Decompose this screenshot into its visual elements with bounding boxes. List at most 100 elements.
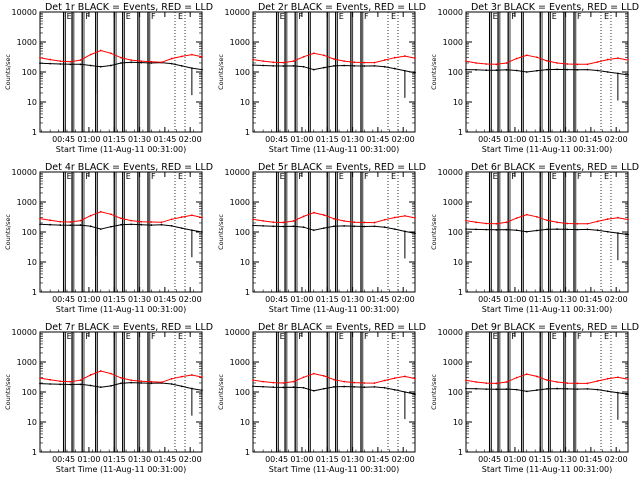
data-point [69, 224, 72, 227]
data-point [170, 57, 173, 60]
data-point [322, 54, 325, 57]
data-point [403, 214, 406, 217]
data-point [586, 228, 589, 231]
data-point [475, 221, 478, 224]
data-point [59, 224, 62, 226]
series-line [39, 370, 203, 383]
data-point [485, 382, 488, 385]
y-tick-label: 100 [235, 228, 250, 237]
series-line [465, 373, 629, 384]
x-tick-label: 01:45 [579, 295, 602, 304]
data-point [383, 386, 386, 389]
data-point [576, 68, 579, 71]
data-point [292, 380, 295, 383]
data-point [353, 64, 356, 67]
data-point [495, 228, 498, 231]
data-point [180, 216, 183, 218]
data-point [505, 68, 508, 71]
data-point [140, 223, 143, 226]
data-point [505, 228, 508, 231]
chart-panel: Det 7r BLACK = Events, RED = LLD 1 10 100 10… [4, 322, 213, 474]
data-point [535, 69, 538, 72]
data-point [99, 65, 102, 68]
x-tick-label: 01:45 [153, 455, 176, 464]
x-tick-label: 01:15 [529, 455, 552, 464]
data-point [89, 53, 92, 56]
data-point [302, 65, 305, 68]
y-tick-label: 1 [245, 128, 250, 137]
data-point [363, 386, 366, 389]
data-point [475, 68, 478, 71]
data-point [596, 220, 599, 223]
data-point [180, 64, 183, 67]
y-tick-label: 10000 [12, 8, 37, 17]
data-point [363, 221, 366, 224]
data-point [586, 382, 589, 385]
data-point [130, 223, 133, 226]
data-point [140, 61, 143, 64]
data-point [99, 386, 102, 389]
y-tick-label: 10 [240, 418, 250, 427]
y-axis-label: Counts/sec [4, 214, 12, 250]
y-axis-label: Counts/sec [4, 54, 12, 90]
data-point [525, 54, 528, 57]
data-point [353, 385, 356, 388]
x-tick-label: 02:00 [605, 455, 628, 464]
data-point [99, 228, 102, 230]
y-axis-label: Counts/sec [430, 54, 438, 90]
data-point [606, 377, 609, 380]
data-point [414, 217, 416, 219]
x-tick-label: 00:45 [52, 295, 75, 304]
data-point [302, 376, 305, 379]
data-point [505, 221, 508, 224]
data-point [130, 61, 133, 64]
flag-letter: F [151, 172, 156, 181]
data-point [373, 225, 376, 228]
data-point [393, 56, 396, 59]
data-point [262, 224, 265, 227]
y-tick-label: 10 [240, 98, 250, 107]
flag-letter: E [493, 332, 498, 341]
data-point [373, 382, 376, 385]
flag-letter: F [364, 172, 369, 181]
data-point [201, 231, 203, 233]
data-point [201, 376, 203, 378]
data-point [373, 385, 376, 388]
y-tick-label: 1000 [230, 38, 250, 47]
flag-letter: E [178, 332, 183, 341]
plot-frame [252, 171, 416, 293]
x-tick-label: 02:00 [179, 135, 202, 144]
data-point [69, 63, 72, 66]
data-point [373, 221, 376, 224]
y-tick-label: 1000 [230, 198, 250, 207]
data-point [525, 71, 528, 73]
data-point [393, 377, 396, 380]
data-point [59, 380, 62, 383]
data-point [69, 60, 72, 63]
data-point [262, 385, 265, 388]
data-point [262, 380, 265, 383]
data-point [333, 58, 335, 60]
data-point [556, 221, 559, 224]
data-point [606, 71, 609, 73]
chart-title: Det 8r BLACK = Events, RED = LLD [258, 322, 426, 333]
flag-letter: E [178, 172, 183, 181]
x-axis-label: Start Time (11-Aug-11 00:31:00) [56, 465, 187, 474]
data-point [546, 387, 548, 390]
x-tick-label: 02:00 [392, 135, 415, 144]
data-point [535, 56, 538, 59]
data-point [59, 60, 62, 63]
data-point [89, 64, 92, 67]
data-point [99, 210, 102, 213]
y-tick-label: 100 [22, 228, 37, 237]
y-tick-label: 10 [453, 98, 463, 107]
y-tick-label: 1 [458, 128, 463, 137]
data-point [302, 215, 305, 218]
data-point [59, 220, 62, 223]
data-point [343, 64, 346, 67]
data-point [201, 55, 203, 58]
data-point [566, 382, 569, 385]
x-axis-label: Start Time (11-Aug-11 00:31:00) [269, 145, 400, 154]
data-point [627, 393, 629, 396]
data-point [576, 382, 579, 385]
